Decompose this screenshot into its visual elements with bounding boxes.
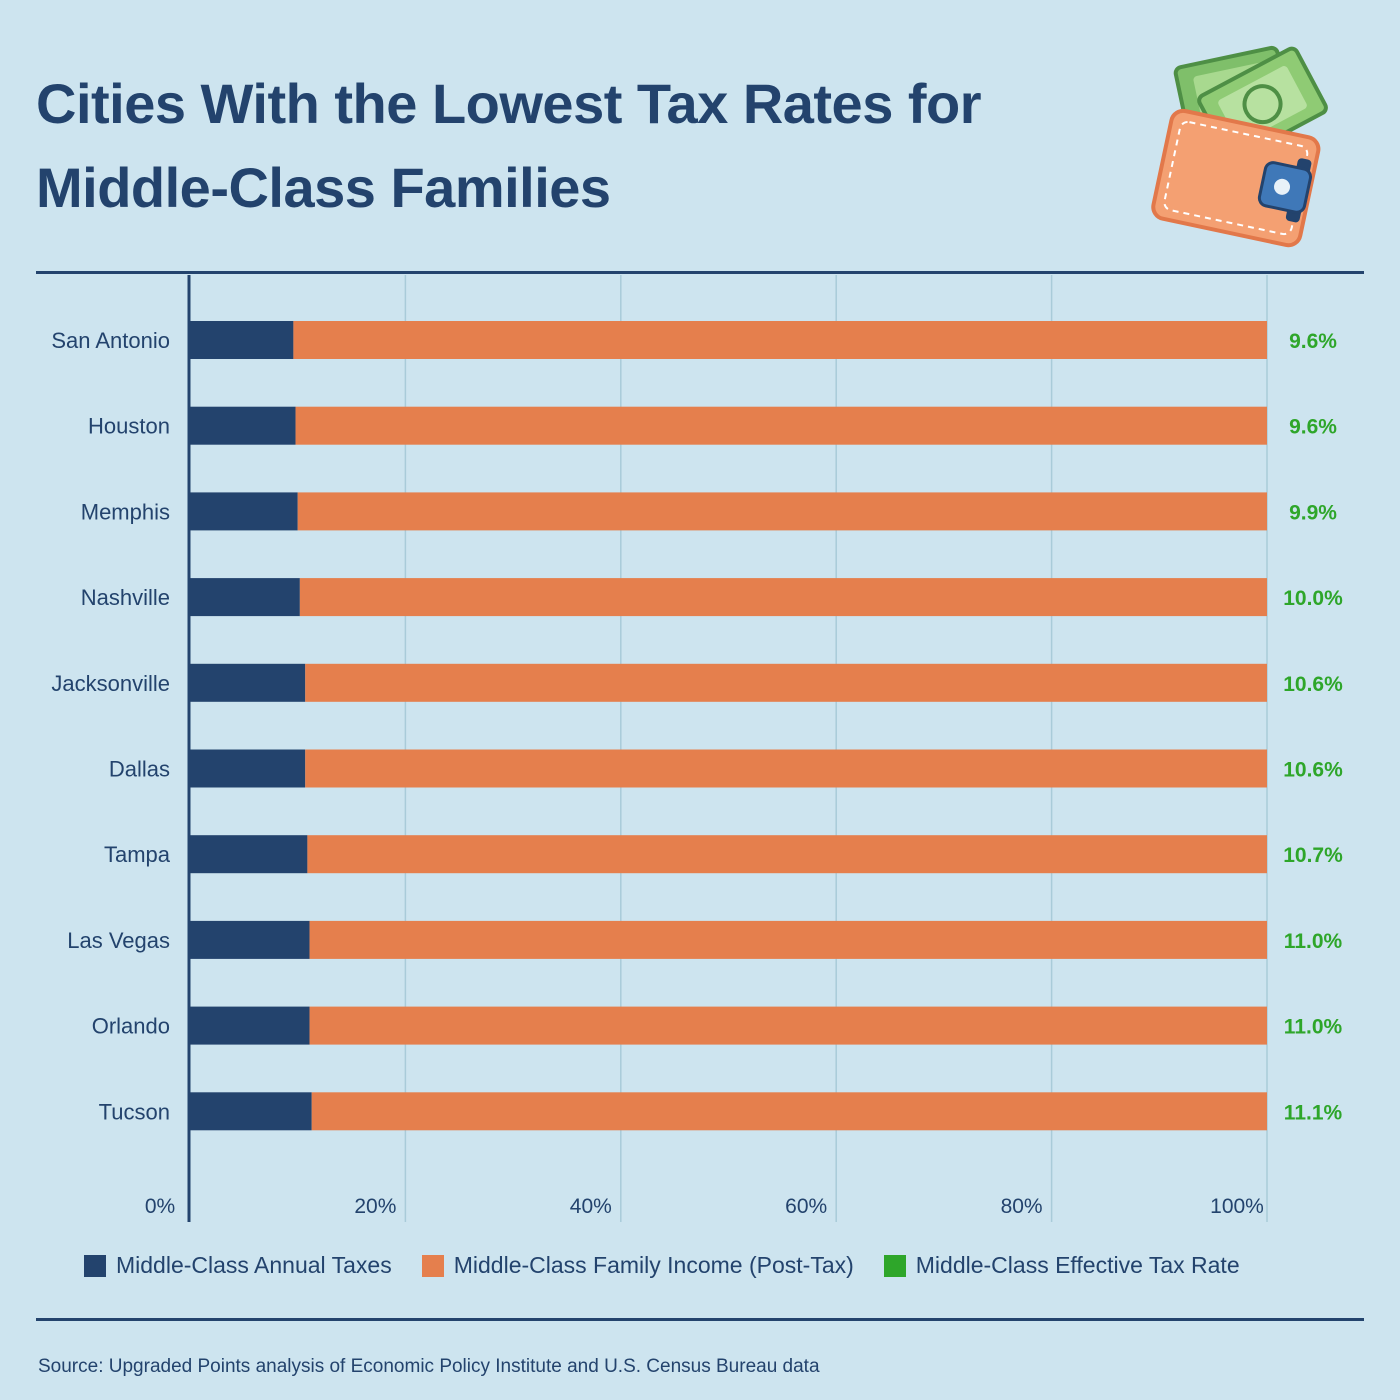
- effective-tax-rate-label: 10.0%: [1283, 587, 1343, 610]
- legend-swatch-taxes: [84, 1254, 106, 1277]
- bar-annual-taxes: [190, 835, 308, 874]
- category-label: Tampa: [104, 842, 171, 867]
- category-label: Memphis: [81, 499, 170, 524]
- bar-family-income: [299, 578, 1267, 617]
- bar-family-income: [295, 406, 1267, 445]
- x-tick-label: 20%: [354, 1195, 396, 1218]
- category-label: Jacksonville: [51, 671, 170, 696]
- category-label: Dallas: [109, 757, 170, 782]
- wallet-with-money-icon: [1151, 45, 1328, 248]
- x-tick-label: 40%: [570, 1195, 612, 1218]
- legend-label-rate: Middle-Class Effective Tax Rate: [915, 1252, 1240, 1278]
- legend-swatch-rate: [883, 1254, 906, 1277]
- stacked-bar-chart: 0% 20% 40% 60% 80% 100% San Antonio 9.6% Houston…: [51, 275, 1343, 1222]
- x-tick-label: 60%: [785, 1195, 827, 1218]
- source-note: Source: Upgraded Points analysis of Econ…: [38, 1356, 820, 1377]
- bar-annual-taxes: [190, 578, 300, 617]
- bar-annual-taxes: [190, 749, 306, 788]
- bar-annual-taxes: [190, 406, 296, 445]
- category-label: Orlando: [92, 1014, 170, 1039]
- category-label: Las Vegas: [67, 928, 170, 953]
- x-tick-label: 100%: [1210, 1195, 1264, 1218]
- effective-tax-rate-label: 11.1%: [1284, 1101, 1343, 1124]
- bar-family-income: [293, 321, 1268, 359]
- legend-label-taxes: Middle-Class Annual Taxes: [116, 1252, 392, 1278]
- bar-family-income: [309, 920, 1267, 959]
- bar-annual-taxes: [190, 1092, 312, 1131]
- bar-family-income: [305, 663, 1267, 702]
- category-label: Houston: [88, 414, 170, 439]
- bar-family-income: [297, 492, 1267, 531]
- legend-item-taxes: Middle-Class Annual Taxes: [84, 1252, 392, 1279]
- bar-annual-taxes: [190, 492, 298, 531]
- labels: 0% 20% 40% 60% 80% 100% San Antonio 9.6% Houston…: [51, 328, 1343, 1218]
- bar-family-income: [311, 1092, 1267, 1131]
- bar-family-income: [305, 749, 1267, 788]
- effective-tax-rate-label: 9.6%: [1289, 330, 1337, 353]
- bar-annual-taxes: [190, 321, 294, 359]
- bars: [190, 321, 1268, 1131]
- effective-tax-rate-label: 11.0%: [1284, 930, 1343, 953]
- legend: Middle-Class Annual Taxes Middle-Class F…: [84, 1252, 1270, 1279]
- effective-tax-rate-label: 10.7%: [1283, 844, 1343, 867]
- bar-annual-taxes: [190, 920, 310, 959]
- effective-tax-rate-label: 10.6%: [1283, 673, 1343, 696]
- bar-annual-taxes: [190, 1006, 310, 1045]
- effective-tax-rate-label: 9.6%: [1289, 416, 1337, 439]
- effective-tax-rate-label: 11.0%: [1284, 1016, 1343, 1039]
- category-label: Nashville: [81, 585, 170, 610]
- x-tick-label: 0%: [145, 1195, 175, 1218]
- x-tick-label: 80%: [1001, 1195, 1043, 1218]
- legend-label-income: Middle-Class Family Income (Post-Tax): [453, 1252, 854, 1278]
- effective-tax-rate-label: 10.6%: [1283, 759, 1343, 782]
- bottom-divider: [36, 1318, 1364, 1321]
- bar-family-income: [309, 1006, 1267, 1045]
- category-label: San Antonio: [51, 328, 170, 353]
- top-divider: [36, 271, 1364, 274]
- bar-family-income: [307, 835, 1267, 874]
- category-label: Tucson: [99, 1099, 170, 1124]
- legend-swatch-income: [421, 1254, 444, 1277]
- legend-item-rate: Middle-Class Effective Tax Rate: [883, 1252, 1240, 1279]
- legend-item-income: Middle-Class Family Income (Post-Tax): [421, 1252, 854, 1279]
- bar-annual-taxes: [190, 663, 306, 702]
- effective-tax-rate-label: 9.9%: [1289, 501, 1337, 524]
- chart-title: Cities With the Lowest Tax Rates for Mid…: [36, 72, 982, 219]
